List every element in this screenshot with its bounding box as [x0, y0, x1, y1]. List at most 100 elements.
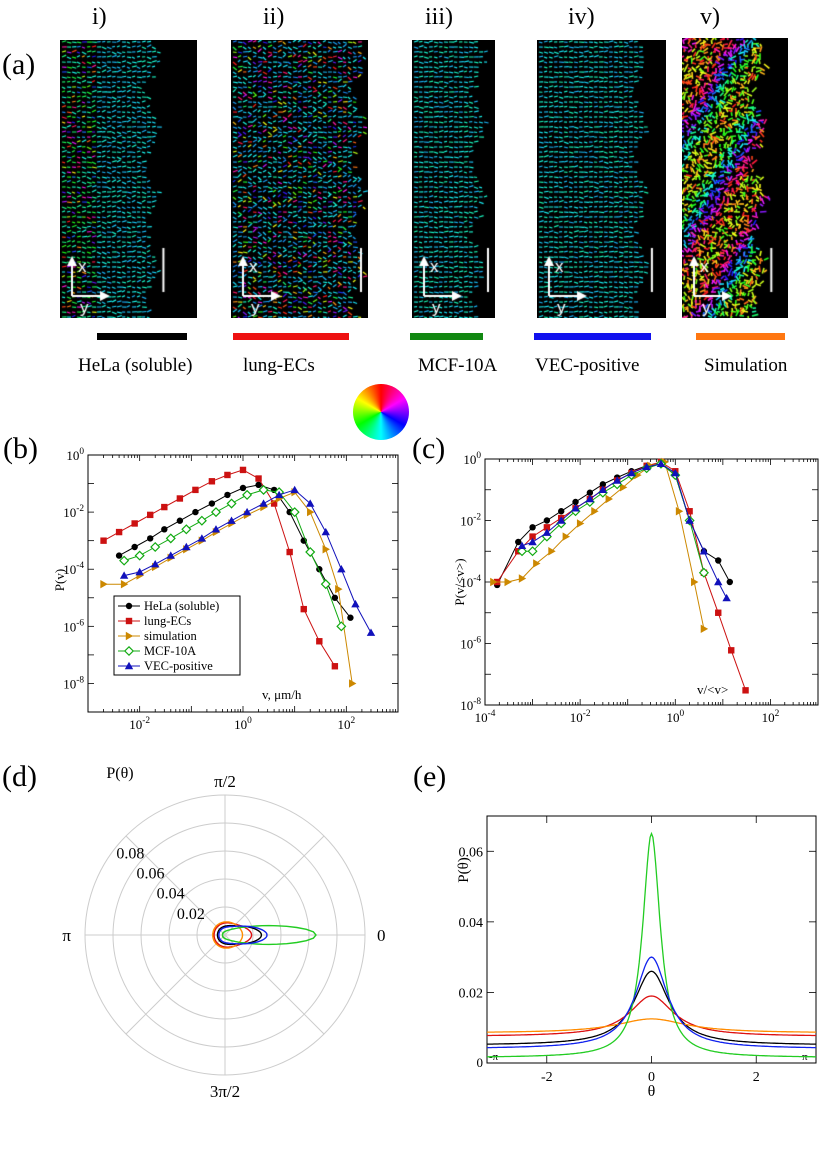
chart-b-legend-label: lung-ECs — [144, 614, 191, 628]
chart-c-y-tick-label: 10-6 — [460, 636, 481, 652]
chart-b-point — [119, 555, 130, 566]
chart-c-x-tick-label: 10-4 — [475, 709, 496, 725]
chart-b-point — [176, 495, 184, 502]
chart-c-point — [490, 577, 498, 587]
chart-b-y-tick-label: 10-8 — [63, 675, 84, 691]
chart-d-radial-label: 0.08 — [116, 845, 144, 862]
chart-c-point — [528, 537, 537, 546]
chart-b-point — [166, 551, 175, 559]
chart-b-point — [134, 550, 145, 561]
chart-b-point — [147, 511, 154, 519]
panel-b-label: (b) — [3, 432, 38, 465]
chart-b-point — [224, 471, 231, 479]
chart-d-series-curve — [216, 924, 263, 946]
panel-d-label: (d) — [2, 760, 37, 793]
chart-b-point — [196, 515, 207, 526]
chart-c-point — [576, 519, 585, 528]
chart-d-angle-label: π/2 — [214, 772, 236, 791]
chart-b-point — [147, 535, 154, 542]
velocity-field-hela — [60, 40, 197, 318]
panel-a-numeral-5: v) — [700, 4, 720, 30]
chart-b-legend-label: simulation — [144, 629, 198, 643]
chart-b-point — [211, 525, 221, 533]
chart-c-series-line — [521, 463, 728, 599]
chart-e-frame — [486, 815, 817, 1064]
chart-b-point — [289, 507, 300, 518]
chart-c-point — [562, 532, 571, 541]
chart-c-y-tick-label: 10-4 — [460, 574, 481, 590]
chart-e-ylabel: P(θ) — [456, 857, 472, 883]
chart-b-point — [100, 537, 107, 544]
chart-b-point — [242, 507, 252, 516]
chart-c-point — [542, 528, 552, 536]
chart-b-point — [255, 475, 262, 482]
chart-c-point — [715, 609, 722, 616]
chart-c-point — [572, 498, 579, 506]
chart-b-xlabel: v, μm/h — [262, 687, 302, 702]
chart-b-y-tick-label: 10-2 — [63, 504, 84, 520]
chart-d-angle-label: 0 — [377, 926, 386, 945]
chart-c-point — [742, 687, 749, 694]
chart-c-x-tick-label: 100 — [666, 709, 684, 725]
chart-c-point — [543, 517, 551, 524]
chart-b-point — [115, 528, 123, 536]
chart-b-point — [131, 520, 138, 527]
chart-e-x-tick-label: -2 — [541, 1070, 553, 1085]
chart-b-point — [120, 579, 129, 589]
chart-e-series-curve — [487, 995, 816, 1037]
chart-b-series-line — [103, 469, 336, 667]
chart-b-point — [305, 546, 316, 558]
chart-c-y-tick-label: 10-8 — [460, 697, 481, 713]
chart-b-point — [331, 594, 339, 601]
chart-c-point — [586, 489, 594, 496]
chart-b-legend-label: VEC-positive — [144, 659, 213, 673]
chart-b-point — [307, 507, 315, 517]
velocity-field-vec-canvas — [537, 40, 666, 318]
chart-c-point — [726, 578, 734, 586]
chart-c-point — [517, 541, 527, 550]
chart-c-point — [533, 559, 541, 568]
chart-b-y-tick-label: 100 — [66, 447, 84, 463]
velocity-field-lung — [231, 40, 368, 318]
chart-c-x-tick-label: 10-2 — [570, 709, 591, 725]
panel-a-numeral-2: ii) — [263, 4, 285, 30]
chart-c-point — [591, 507, 599, 516]
chart-b-point — [239, 484, 247, 492]
chart-e-x-tick-label: 2 — [753, 1070, 760, 1085]
panel-e-label: (e) — [413, 760, 446, 793]
chart-b-legend-label: MCF-10A — [144, 644, 196, 658]
chart-b-x-tick-label: 102 — [337, 716, 355, 732]
chart-e-y-tick-label: 0.04 — [459, 916, 484, 931]
chart-c-series-line — [522, 463, 705, 573]
chart-b-point — [286, 548, 293, 556]
chart-b-x-tick-label: 100 — [234, 716, 252, 732]
chart-c-y-tick-label: 10-2 — [460, 513, 481, 529]
chart-c-point — [619, 483, 628, 492]
chart-c-point — [571, 504, 580, 512]
chart-b-legend-box — [113, 595, 241, 676]
chart-b-point — [135, 567, 144, 576]
chart-c-series-line — [493, 461, 705, 629]
chart-c-point — [656, 459, 666, 467]
caption-hela: HeLa (soluble) — [78, 355, 193, 376]
chart-d-series-curve — [218, 925, 268, 945]
velocity-field-hela-canvas — [60, 40, 197, 318]
chart-b-point — [255, 481, 262, 489]
caption-lung: lung-ECs — [243, 355, 315, 376]
chart-c-point — [675, 507, 684, 516]
color-bar-mcf — [410, 333, 483, 340]
chart-e-x-tick-label: 0 — [648, 1070, 655, 1085]
chart-c-point — [599, 481, 607, 488]
chart-c-point — [605, 494, 613, 504]
chart-b-point — [239, 466, 247, 474]
color-bar-hela — [97, 333, 187, 340]
chart-b-point — [331, 663, 339, 670]
chart-e-y-tick-label: 0.06 — [459, 845, 484, 860]
color-bar-sim — [696, 333, 785, 340]
caption-vec: VEC-positive — [535, 355, 640, 376]
chart-e-y-tick-label: 0.02 — [459, 986, 484, 1001]
chart-d-radial-label: 0.02 — [177, 906, 205, 923]
chart-b-point — [182, 542, 191, 551]
chart-b-point — [151, 559, 160, 568]
